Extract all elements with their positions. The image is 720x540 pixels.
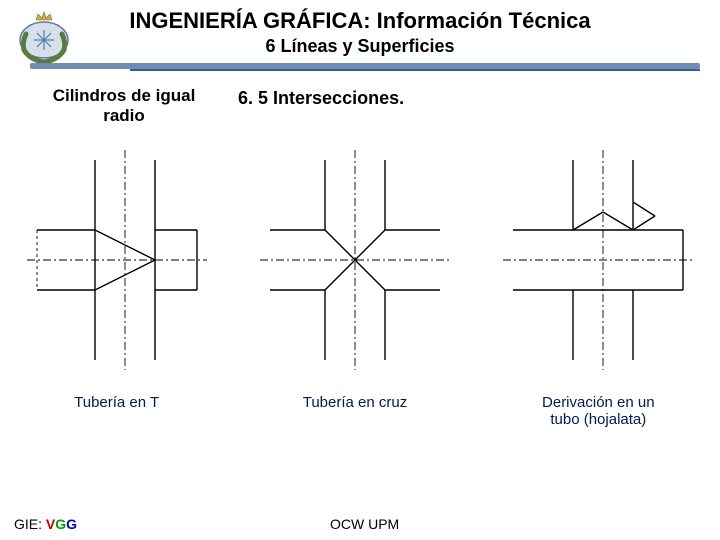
- section-right-label: 6. 5 Intersecciones.: [238, 88, 404, 109]
- header-rule: [0, 61, 720, 75]
- figure-cross: Tubería en cruz: [260, 150, 450, 411]
- diagrams-row: Tubería en T Tubería en cruz Derivación …: [0, 150, 720, 430]
- slide-header: INGENIERÍA GRÁFICA: Información Técnica …: [0, 0, 720, 75]
- footer-ocw: OCW UPM: [330, 516, 399, 532]
- figure-caption: Derivación en un tubo (hojalata): [503, 394, 693, 428]
- figure-tee: Tubería en T: [27, 150, 207, 411]
- figure-branch: Derivación en un tubo (hojalata): [503, 150, 693, 428]
- footer-gie: GIE: VGG: [14, 516, 77, 532]
- figure-caption: Tubería en T: [27, 394, 207, 411]
- slide-footer: GIE: VGG OCW UPM: [0, 508, 720, 532]
- figure-caption: Tubería en cruz: [260, 394, 450, 411]
- slide-title: INGENIERÍA GRÁFICA: Información Técnica: [0, 8, 720, 34]
- section-left-label: Cilindros de igual radio: [24, 86, 224, 126]
- institution-logo: [12, 6, 82, 66]
- slide-subtitle: 6 Líneas y Superficies: [0, 36, 720, 57]
